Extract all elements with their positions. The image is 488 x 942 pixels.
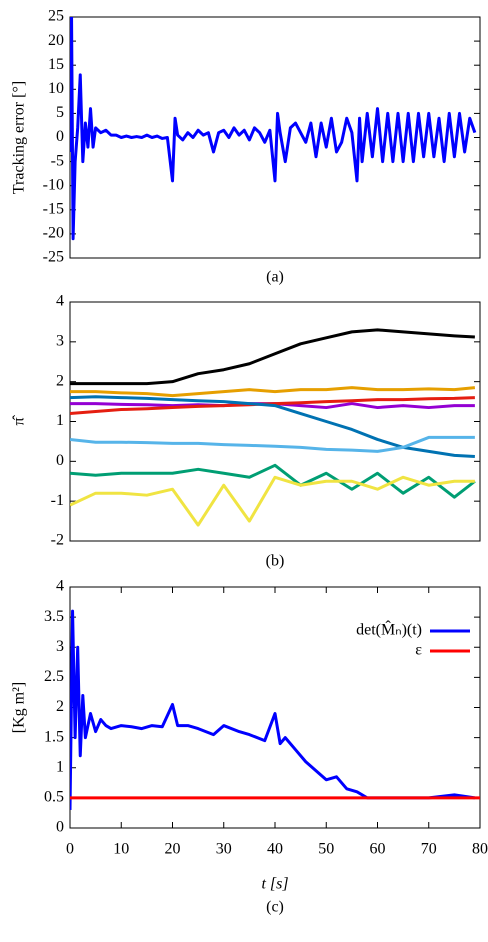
x-tick-label: 0 (66, 841, 74, 858)
data-line (70, 17, 477, 241)
data-line (70, 463, 476, 499)
y-tick-label: 3 (56, 333, 64, 350)
y-tick-label: 2 (56, 698, 64, 715)
y-tick-label: 10 (48, 80, 64, 97)
data-line (70, 396, 475, 416)
y-tick-label: 0 (56, 128, 64, 145)
y-tick-label: 2.5 (44, 668, 64, 685)
y-tick-label: 1 (56, 758, 64, 775)
x-tick-label: 20 (165, 841, 181, 858)
y-axis-label: Tracking error [°] (11, 81, 28, 194)
x-tick-label: 10 (113, 841, 129, 858)
y-tick-label: 2 (56, 372, 64, 389)
y-tick-label: 0 (56, 452, 64, 469)
data-line (70, 609, 476, 810)
x-tick-label: 80 (472, 841, 488, 858)
data-line (70, 435, 475, 453)
y-tick-label: 4 (56, 293, 64, 310)
data-line (70, 386, 476, 398)
panel-title: (a) (266, 269, 284, 286)
x-axis-label: t [s] (261, 876, 288, 893)
panel-title: (c) (266, 899, 284, 916)
y-tick-label: 20 (48, 32, 64, 49)
y-tick-label: 4 (56, 578, 64, 595)
legend-label: ε (415, 642, 422, 659)
y-tick-label: 0 (56, 819, 64, 836)
y-tick-label: 3.5 (44, 608, 64, 625)
x-tick-label: 70 (421, 841, 437, 858)
y-tick-label: 15 (48, 56, 64, 73)
y-tick-label: 0.5 (44, 789, 64, 806)
y-tick-label: -1 (51, 492, 64, 509)
x-tick-label: 40 (267, 841, 283, 858)
y-tick-label: -20 (43, 225, 64, 242)
data-line (70, 475, 475, 527)
data-line (70, 395, 475, 459)
y-tick-label: -2 (51, 532, 64, 549)
y-tick-label: -5 (51, 152, 64, 169)
data-line (70, 328, 475, 386)
y-tick-label: -15 (43, 200, 64, 217)
y-axis-label: π̂ (11, 414, 28, 425)
y-tick-label: -25 (43, 249, 64, 266)
y-tick-label: 5 (56, 104, 64, 121)
y-tick-label: 1.5 (44, 728, 64, 745)
x-tick-label: 60 (370, 841, 386, 858)
y-tick-label: 1 (56, 412, 64, 429)
x-tick-label: 30 (216, 841, 232, 858)
legend-label: det(M̂ₙ)(t) (356, 620, 422, 639)
y-tick-label: -10 (43, 176, 64, 193)
y-axis-label: [Kg m²] (11, 682, 28, 733)
y-tick-label: 25 (48, 8, 64, 25)
plot-frame (69, 301, 481, 542)
x-tick-label: 50 (318, 841, 334, 858)
panel-title: (b) (266, 553, 285, 570)
y-tick-label: 3 (56, 638, 64, 655)
